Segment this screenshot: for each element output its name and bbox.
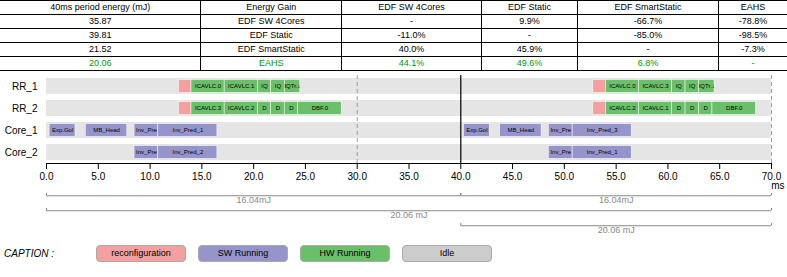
svg-text:60.0: 60.0 bbox=[658, 171, 678, 182]
html-text:CAPTION :: CAPTION : bbox=[4, 247, 54, 259]
svg-text:ICAVLC.0: ICAVLC.0 bbox=[609, 83, 636, 89]
svg-text:20.06 mJ: 20.06 mJ bbox=[598, 225, 635, 235]
html-text:-66.7%: -66.7% bbox=[633, 16, 663, 26]
svg-text:50.0: 50.0 bbox=[555, 171, 575, 182]
svg-text:Core_2: Core_2 bbox=[5, 147, 38, 158]
html-text:EAHS: EAHS bbox=[259, 58, 284, 68]
svg-text:20.0: 20.0 bbox=[244, 171, 264, 182]
svg-text:IQ: IQ bbox=[275, 83, 282, 89]
svg-text:45.0: 45.0 bbox=[503, 171, 523, 182]
html-text:-78.8%: -78.8% bbox=[738, 16, 768, 26]
html-text:HW Running: HW Running bbox=[319, 247, 371, 258]
svg-text:IQ: IQ bbox=[676, 83, 683, 89]
html-text:-98.5%: -98.5% bbox=[738, 30, 768, 40]
html-text:EDF SmartStatic: EDF SmartStatic bbox=[237, 44, 305, 54]
svg-text:0.0: 0.0 bbox=[40, 171, 54, 182]
svg-text:30.0: 30.0 bbox=[347, 171, 367, 182]
html-text:40.0%: 40.0% bbox=[398, 44, 425, 54]
svg-text:70.0: 70.0 bbox=[761, 170, 782, 182]
html-text:EDF SmartStatic: EDF SmartStatic bbox=[614, 2, 682, 12]
svg-text:Inv_Pre: Inv_Pre bbox=[550, 149, 571, 155]
html-text:EDF SW 4Cores: EDF SW 4Cores bbox=[378, 2, 445, 12]
svg-text:Inv_Pred_1: Inv_Pred_1 bbox=[173, 127, 204, 133]
svg-text:ICAVLC.3: ICAVLC.3 bbox=[642, 83, 669, 89]
svg-text:ICAVLC.2: ICAVLC.2 bbox=[609, 105, 636, 111]
html-text:-85.0%: -85.0% bbox=[633, 30, 663, 40]
svg-text:MB_Head: MB_Head bbox=[93, 127, 120, 133]
html-text:EAHS: EAHS bbox=[740, 2, 766, 12]
svg-text:16.04mJ: 16.04mJ bbox=[599, 195, 634, 205]
svg-text:DBF.0: DBF.0 bbox=[312, 105, 329, 111]
svg-text:Inv_Pre: Inv_Pre bbox=[550, 127, 571, 133]
html-text:44.1%: 44.1% bbox=[398, 58, 425, 68]
html-text:35.87: 35.87 bbox=[88, 16, 112, 26]
html-text:-11.0%: -11.0% bbox=[397, 30, 426, 40]
html-text:6.8%: 6.8% bbox=[637, 58, 659, 68]
svg-text:D: D bbox=[276, 105, 281, 111]
svg-text:RR_1: RR_1 bbox=[12, 81, 38, 92]
svg-text:Exp.Gol: Exp.Gol bbox=[52, 127, 73, 133]
svg-text:D: D bbox=[690, 105, 695, 111]
svg-text:ICAVLC.1: ICAVLC.1 bbox=[642, 105, 669, 111]
html-text:EDF SW 4Cores: EDF SW 4Cores bbox=[238, 16, 305, 26]
html-text:40ms period energy (mJ): 40ms period energy (mJ) bbox=[50, 2, 151, 12]
html-text:EDF Static: EDF Static bbox=[508, 2, 551, 12]
svg-text:35.0: 35.0 bbox=[399, 171, 419, 182]
svg-text:40.0: 40.0 bbox=[451, 171, 471, 182]
html-text:9.9%: 9.9% bbox=[519, 16, 540, 26]
html-text:49.6%: 49.6% bbox=[516, 58, 543, 68]
svg-text:15.0: 15.0 bbox=[192, 171, 212, 182]
svg-text:5.0: 5.0 bbox=[91, 171, 105, 182]
svg-text:Exp.Gol: Exp.Gol bbox=[466, 127, 487, 133]
svg-text:Inv_Pred_1: Inv_Pred_1 bbox=[587, 149, 618, 155]
svg-text:D: D bbox=[677, 105, 682, 111]
svg-text:16.04mJ: 16.04mJ bbox=[236, 195, 271, 205]
svg-text:RR_2: RR_2 bbox=[12, 103, 38, 114]
html-text:Energy Gain: Energy Gain bbox=[246, 2, 297, 12]
svg-text:IQTr.↓: IQTr.↓ bbox=[284, 83, 300, 89]
svg-text:55.0: 55.0 bbox=[606, 171, 626, 182]
svg-text:MB_Head: MB_Head bbox=[508, 127, 535, 133]
svg-text:25.0: 25.0 bbox=[296, 171, 316, 182]
svg-text:Inv_Pre: Inv_Pre bbox=[136, 149, 157, 155]
svg-text:IQ: IQ bbox=[261, 83, 268, 89]
svg-text:Inv_Pred_3: Inv_Pred_3 bbox=[587, 127, 618, 133]
svg-text:IQ: IQ bbox=[689, 83, 696, 89]
html-text:39.81: 39.81 bbox=[88, 30, 112, 40]
svg-text:10.0: 10.0 bbox=[140, 171, 160, 182]
html-text:SW Running: SW Running bbox=[217, 247, 269, 258]
svg-text:Inv_Pre: Inv_Pre bbox=[136, 127, 157, 133]
html-text:reconfiguration: reconfiguration bbox=[111, 247, 171, 258]
html-text:21.52: 21.52 bbox=[88, 44, 112, 54]
svg-text:Core_1: Core_1 bbox=[5, 125, 38, 136]
html-text:45.9%: 45.9% bbox=[516, 44, 543, 54]
svg-text:20.06 mJ: 20.06 mJ bbox=[390, 210, 427, 220]
svg-text:65.0: 65.0 bbox=[710, 171, 730, 182]
svg-text:ICAVLC.0: ICAVLC.0 bbox=[195, 83, 222, 89]
svg-text:ICAVLC.3: ICAVLC.3 bbox=[195, 105, 222, 111]
svg-text:D: D bbox=[289, 105, 294, 111]
html-text:20.06: 20.06 bbox=[88, 58, 112, 68]
svg-text:D: D bbox=[262, 105, 267, 111]
svg-text:ms: ms bbox=[771, 180, 784, 191]
svg-text:Inv_Pred_2: Inv_Pred_2 bbox=[173, 149, 204, 155]
html-text:EDF Static: EDF Static bbox=[249, 30, 293, 40]
svg-text:ICAVLC.1: ICAVLC.1 bbox=[228, 83, 255, 89]
svg-text:IQTr.↓: IQTr.↓ bbox=[699, 83, 715, 89]
svg-text:ICAVLC.2: ICAVLC.2 bbox=[228, 105, 255, 111]
svg-text:DBF.0: DBF.0 bbox=[726, 105, 743, 111]
html-text:Idle: Idle bbox=[439, 247, 455, 258]
html-text:-7.3%: -7.3% bbox=[741, 44, 765, 54]
svg-text:D: D bbox=[704, 105, 709, 111]
